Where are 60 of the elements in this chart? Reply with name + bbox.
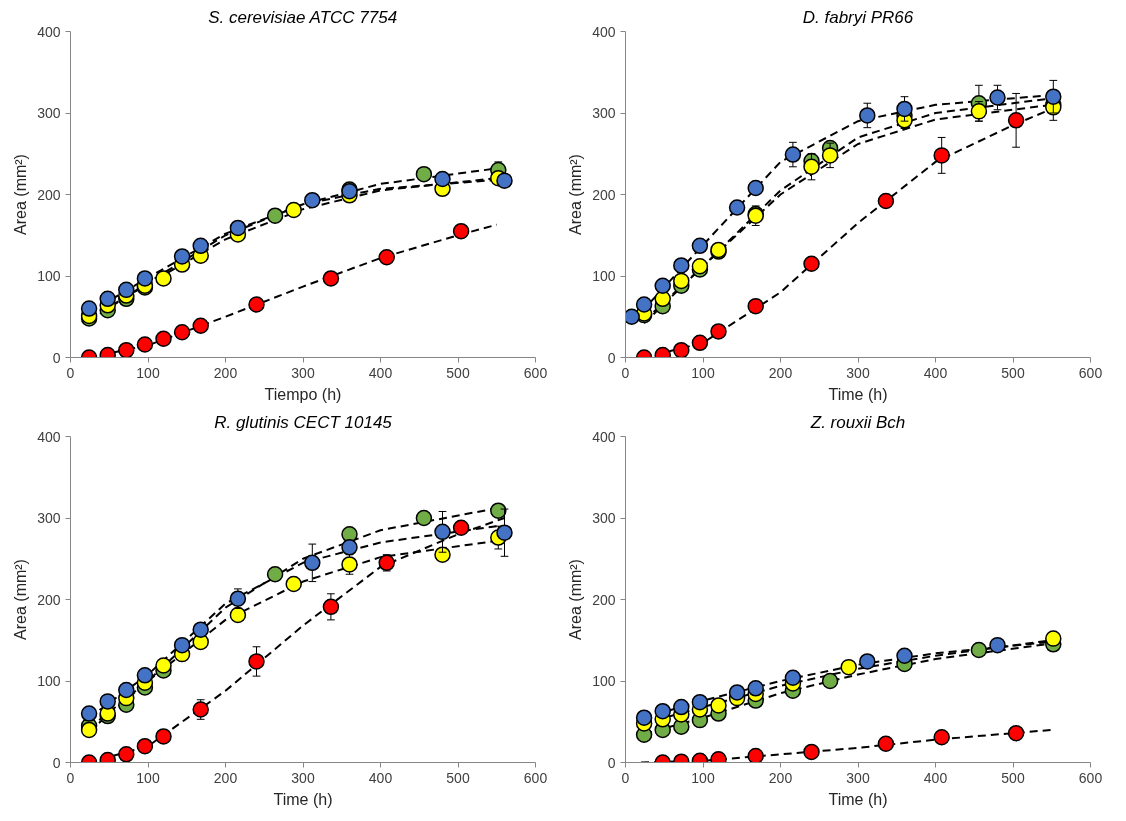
x-tick-label: 400 <box>368 769 393 786</box>
x-tick-label: 600 <box>1078 769 1103 786</box>
x-tick-label: 600 <box>1078 364 1103 381</box>
chart-title: Z. rouxii Bch <box>809 412 906 432</box>
x-tick-label: 200 <box>213 364 238 381</box>
x-tick-label: 200 <box>768 769 793 786</box>
x-tick-label: 100 <box>691 769 715 786</box>
y-tick-label: 0 <box>607 754 616 771</box>
y-tick-label: 300 <box>592 105 616 121</box>
x-axis-title: Time (h) <box>273 790 333 808</box>
x-tick-label: 400 <box>923 769 948 786</box>
x-tick-label: 100 <box>136 769 160 786</box>
chart-title: R. glutinis CECT 10145 <box>214 412 393 432</box>
y-tick-label: 400 <box>37 428 61 445</box>
x-tick-label: 300 <box>846 769 870 786</box>
x-axis-title: Time (h) <box>828 790 888 808</box>
x-axis-title: Time (h) <box>828 385 888 403</box>
x-tick-label: 200 <box>213 769 238 786</box>
chart-title: D. fabryi PR66 <box>802 7 914 27</box>
x-tick-label: 300 <box>846 364 870 381</box>
y-tick-label: 100 <box>37 268 61 284</box>
x-tick-label: 300 <box>291 364 315 381</box>
y-tick-label: 200 <box>37 591 61 608</box>
x-tick-label: 0 <box>621 769 630 786</box>
x-tick-label: 300 <box>291 769 315 786</box>
x-tick-label: 100 <box>136 364 160 381</box>
y-tick-label: 400 <box>592 23 616 40</box>
x-axis-title: Tiempo (h) <box>264 385 342 403</box>
x-tick-label: 400 <box>923 364 948 381</box>
x-tick-label: 500 <box>1001 364 1025 381</box>
y-tick-label: 200 <box>37 186 61 203</box>
x-tick-label: 600 <box>523 769 548 786</box>
y-tick-label: 100 <box>592 673 616 689</box>
x-tick-label: 100 <box>691 364 715 381</box>
y-axis-title: Area (mm²) <box>12 154 30 235</box>
y-tick-label: 100 <box>37 673 61 689</box>
y-tick-label: 300 <box>37 105 61 121</box>
y-tick-label: 300 <box>37 510 61 526</box>
y-tick-label: 400 <box>37 23 61 40</box>
x-tick-label: 500 <box>446 769 470 786</box>
x-tick-label: 400 <box>368 364 393 381</box>
x-tick-label: 200 <box>768 364 793 381</box>
x-tick-label: 500 <box>446 364 470 381</box>
x-tick-label: 0 <box>66 769 75 786</box>
y-axis-title: Area (mm²) <box>567 154 585 235</box>
x-tick-label: 0 <box>66 364 75 381</box>
y-tick-label: 300 <box>592 510 616 526</box>
y-axis-title: Area (mm²) <box>12 559 30 640</box>
y-axis-title: Area (mm²) <box>567 559 585 640</box>
x-tick-label: 500 <box>1001 769 1025 786</box>
y-tick-label: 100 <box>592 268 616 284</box>
y-tick-label: 400 <box>592 428 616 445</box>
chart-title: S. cerevisiae ATCC 7754 <box>208 7 398 27</box>
x-tick-label: 600 <box>523 364 548 381</box>
y-tick-label: 0 <box>52 754 61 771</box>
y-tick-label: 0 <box>52 349 61 366</box>
y-tick-label: 0 <box>607 349 616 366</box>
x-tick-label: 0 <box>621 364 630 381</box>
y-tick-label: 200 <box>592 591 616 608</box>
y-tick-label: 200 <box>592 186 616 203</box>
